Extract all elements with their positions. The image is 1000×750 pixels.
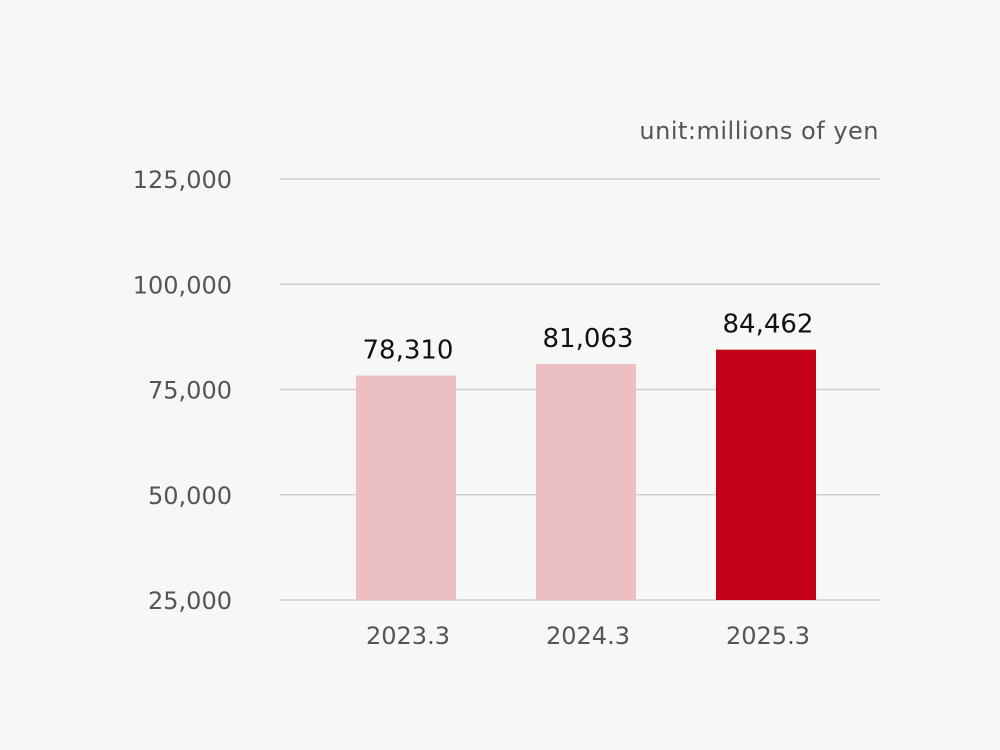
bar-value-labels: 78,310 81,063 84,462 <box>363 310 814 366</box>
bar-2025.3 <box>716 349 816 600</box>
bar-2023.3 <box>356 375 456 600</box>
y-tick-label: 50,000 <box>148 482 232 510</box>
x-tick-label: 2025.3 <box>726 622 810 650</box>
bar-value-label: 78,310 <box>363 336 454 366</box>
x-tick-label: 2024.3 <box>546 622 630 650</box>
bars <box>356 349 816 600</box>
y-tick-label: 75,000 <box>148 377 232 405</box>
bar-value-label: 81,063 <box>543 324 634 354</box>
bar-value-label: 84,462 <box>723 310 814 340</box>
unit-label: unit:millions of yen <box>639 117 879 145</box>
y-tick-label: 100,000 <box>133 271 232 299</box>
x-axis-tick-labels: 2023.3 2024.3 2025.3 <box>366 622 810 650</box>
y-axis-tick-labels: 25,000 50,000 75,000 100,000 125,000 <box>133 166 232 615</box>
y-tick-label: 125,000 <box>133 166 232 194</box>
y-tick-label: 25,000 <box>148 587 232 615</box>
bar-2024.3 <box>536 363 636 600</box>
x-tick-label: 2023.3 <box>366 622 450 650</box>
